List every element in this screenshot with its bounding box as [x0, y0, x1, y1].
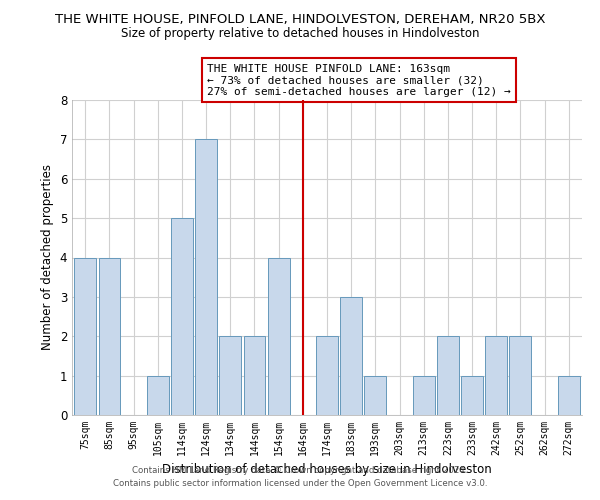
Y-axis label: Number of detached properties: Number of detached properties: [41, 164, 54, 350]
Bar: [461, 376, 483, 415]
Bar: [268, 258, 290, 415]
Text: Size of property relative to detached houses in Hindolveston: Size of property relative to detached ho…: [121, 28, 479, 40]
Bar: [74, 258, 96, 415]
Bar: [558, 376, 580, 415]
Bar: [437, 336, 459, 415]
Bar: [171, 218, 193, 415]
Bar: [244, 336, 265, 415]
X-axis label: Distribution of detached houses by size in Hindolveston: Distribution of detached houses by size …: [162, 464, 492, 476]
Text: THE WHITE HOUSE, PINFOLD LANE, HINDOLVESTON, DEREHAM, NR20 5BX: THE WHITE HOUSE, PINFOLD LANE, HINDOLVES…: [55, 12, 545, 26]
Text: Contains HM Land Registry data © Crown copyright and database right 2024.
Contai: Contains HM Land Registry data © Crown c…: [113, 466, 487, 487]
Bar: [98, 258, 121, 415]
Text: THE WHITE HOUSE PINFOLD LANE: 163sqm
← 73% of detached houses are smaller (32)
2: THE WHITE HOUSE PINFOLD LANE: 163sqm ← 7…: [207, 64, 511, 97]
Bar: [364, 376, 386, 415]
Bar: [413, 376, 434, 415]
Bar: [147, 376, 169, 415]
Bar: [509, 336, 531, 415]
Bar: [195, 140, 217, 415]
Bar: [485, 336, 507, 415]
Bar: [316, 336, 338, 415]
Bar: [340, 297, 362, 415]
Bar: [220, 336, 241, 415]
